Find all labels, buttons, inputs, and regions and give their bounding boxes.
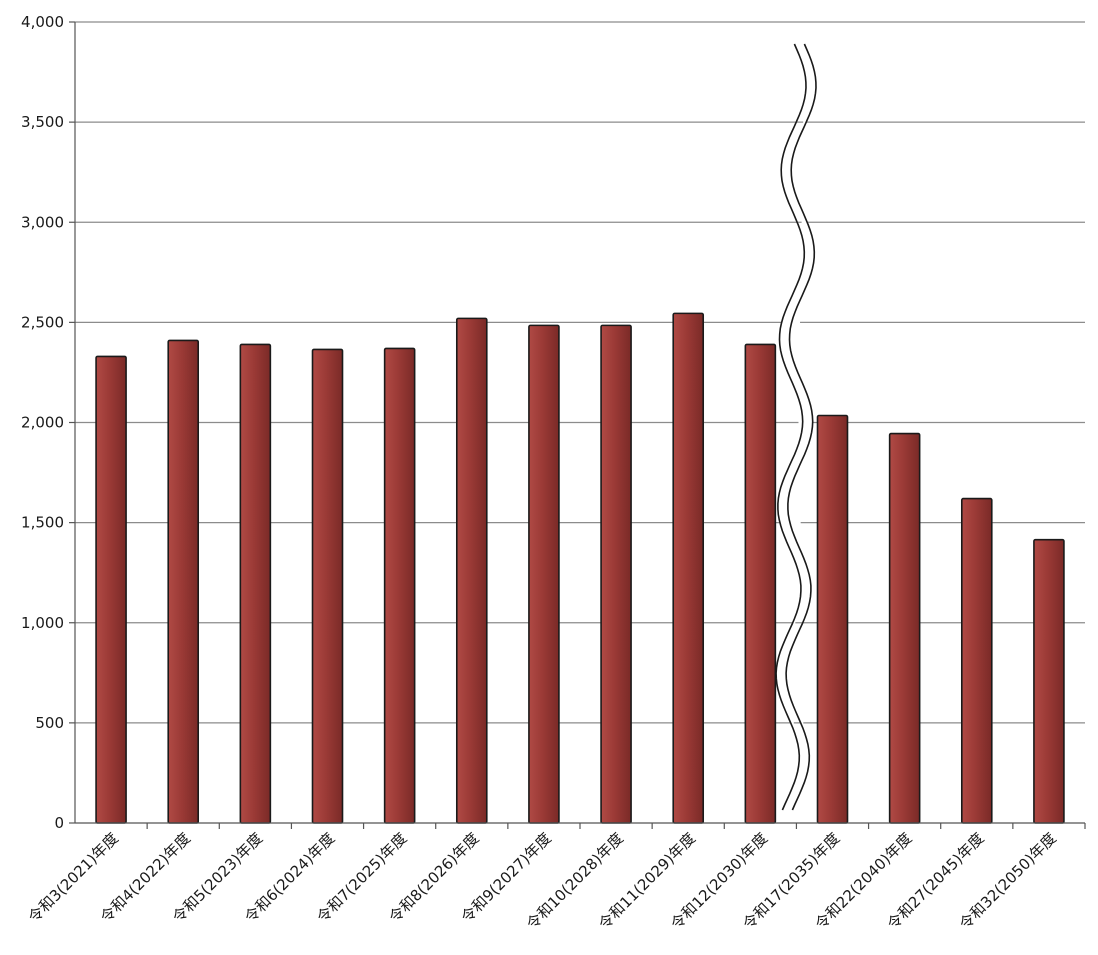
axis-break-marker <box>775 43 817 811</box>
y-tick-label: 3,500 <box>21 113 64 131</box>
bar <box>672 312 705 824</box>
bar <box>239 343 272 824</box>
bar <box>888 432 921 824</box>
break-line-left <box>775 43 807 811</box>
axes <box>74 22 1085 824</box>
bar <box>167 339 200 824</box>
y-tick-label: 1,500 <box>21 514 64 532</box>
bar <box>528 324 560 824</box>
bar <box>1033 538 1065 824</box>
bar <box>600 324 632 824</box>
y-tick-label: 4,000 <box>21 13 64 31</box>
break-line-right <box>785 43 817 811</box>
y-axis-tick-labels: 0 500 1,000 1,500 2,000 2,500 3,000 3,500 4,000 <box>21 13 64 832</box>
bars <box>95 312 1086 829</box>
y-tick-label: 2,000 <box>21 414 64 432</box>
break-fill <box>776 44 816 810</box>
bar <box>383 347 416 824</box>
y-tick-label: 2,500 <box>21 313 64 331</box>
y-tick-label: 0 <box>54 814 64 832</box>
bar <box>960 497 993 824</box>
bar <box>816 414 849 824</box>
y-tick-label: 1,000 <box>21 614 64 632</box>
y-tick-label: 500 <box>35 714 64 732</box>
y-tick-label: 3,000 <box>21 213 64 231</box>
bar <box>744 343 777 824</box>
bar <box>311 348 344 824</box>
x-axis-category-labels: 令和3(2021)年度令和4(2022)年度令和5(2023)年度令和6(202… <box>25 829 1060 933</box>
bar <box>455 317 488 824</box>
gridlines <box>69 21 1085 824</box>
bar <box>95 355 127 824</box>
